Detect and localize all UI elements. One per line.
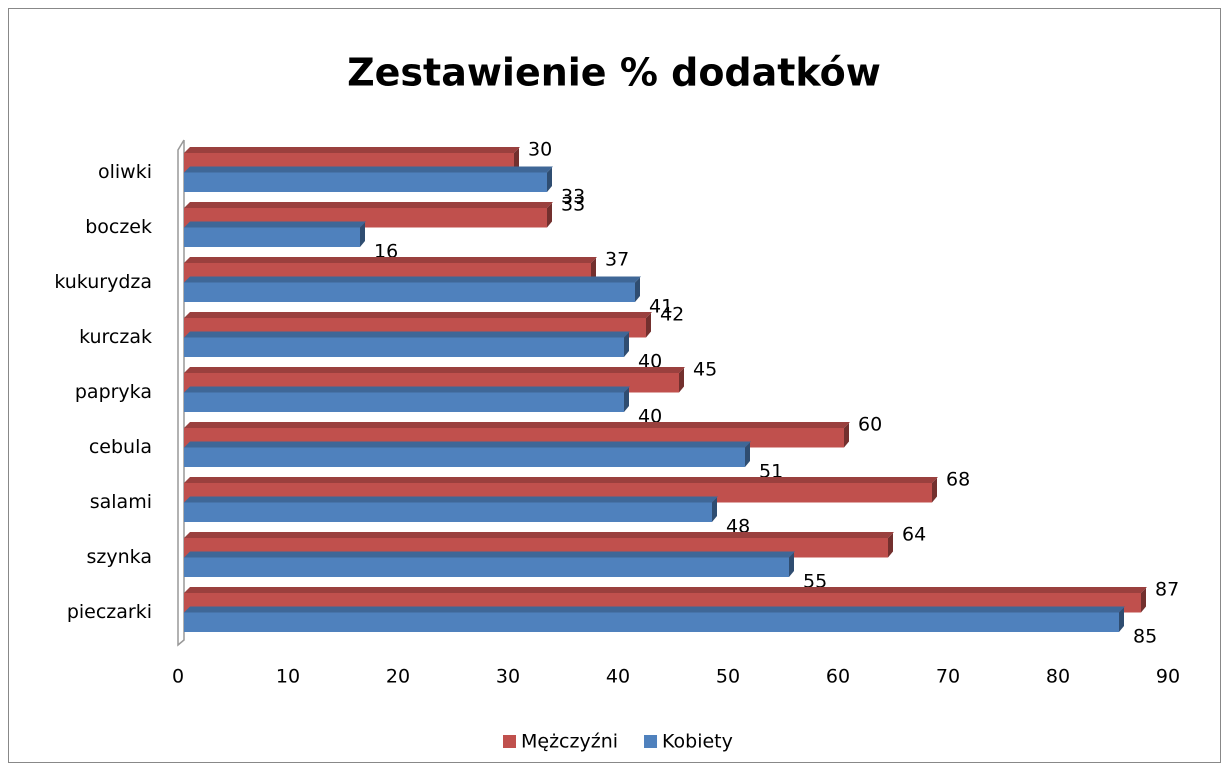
bar-side	[789, 552, 794, 577]
bar-top	[184, 532, 894, 538]
bar-side	[679, 368, 684, 393]
bar-top	[184, 422, 850, 428]
bar-top	[184, 331, 630, 338]
y-tick-label: salami	[90, 491, 152, 513]
bar-side	[1119, 607, 1124, 632]
bar	[184, 612, 1119, 632]
x-tick-label: 60	[826, 666, 850, 688]
y-tick-label: cebula	[89, 436, 152, 458]
bar	[184, 557, 789, 577]
bar-top	[184, 477, 938, 483]
x-tick-label: 90	[1156, 666, 1180, 688]
bar-top	[184, 202, 553, 208]
bar-side	[844, 423, 849, 448]
value-label: 41	[649, 296, 673, 318]
y-tick-label: boczek	[85, 216, 152, 238]
bar-side	[646, 313, 651, 338]
bar-side	[712, 497, 717, 522]
bar-top	[184, 441, 751, 448]
bar-top	[184, 312, 652, 318]
y-tick-label: pieczarki	[67, 601, 152, 623]
x-tick-label: 40	[606, 666, 630, 688]
bar-top	[184, 221, 366, 228]
bar-side	[888, 533, 893, 558]
bar-side	[360, 222, 365, 247]
value-label: 60	[858, 414, 882, 436]
bar-side	[624, 332, 629, 357]
value-label: 30	[528, 139, 552, 161]
bar-side	[745, 442, 750, 467]
bar-top	[184, 551, 795, 558]
x-tick-label: 30	[496, 666, 520, 688]
bar	[184, 337, 624, 357]
value-label: 42	[660, 304, 684, 326]
bar-top	[184, 147, 520, 153]
chart-title: Zestawienie % dodatków	[347, 51, 881, 95]
x-tick-label: 70	[936, 666, 960, 688]
y-tick-label: oliwki	[98, 161, 152, 183]
value-label: 37	[605, 249, 629, 271]
bar-side	[932, 478, 937, 503]
x-tick-label: 0	[172, 666, 184, 688]
value-label: 64	[902, 524, 926, 546]
x-tick-label: 80	[1046, 666, 1070, 688]
value-label: 68	[946, 469, 970, 491]
value-label: 85	[1133, 626, 1157, 648]
bar-side	[547, 203, 552, 228]
y-tick-label: kukurydza	[54, 271, 152, 293]
x-tick-label: 50	[716, 666, 740, 688]
bar-top	[184, 276, 641, 283]
y-tick-label: kurczak	[79, 326, 152, 348]
bar-top	[184, 257, 597, 263]
value-label: 87	[1155, 579, 1179, 601]
y-tick-label: papryka	[75, 381, 152, 403]
bar-top	[184, 386, 630, 393]
legend-swatch	[503, 735, 516, 748]
x-tick-label: 10	[276, 666, 300, 688]
legend-swatch	[644, 735, 658, 748]
bar-top	[184, 367, 685, 373]
value-label: 33	[561, 194, 585, 216]
bar-side	[635, 277, 640, 302]
axis-floor	[177, 639, 185, 646]
bar-side	[547, 167, 552, 192]
bar	[184, 447, 745, 467]
y-tick-label: szynka	[87, 546, 152, 568]
legend-label: Mężczyźni	[521, 731, 618, 753]
bar	[184, 227, 360, 247]
bar	[184, 392, 624, 412]
bar-top	[184, 496, 718, 503]
bar-top	[184, 606, 1125, 613]
bar-top	[184, 587, 1147, 593]
value-label: 45	[693, 359, 717, 381]
value-label: 33	[561, 186, 585, 208]
bar	[184, 502, 712, 522]
bar	[184, 172, 547, 192]
bar-side	[1141, 588, 1146, 613]
bar-side	[514, 148, 519, 173]
bar	[184, 282, 635, 302]
bar-side	[591, 258, 596, 283]
legend-label: Kobiety	[662, 731, 733, 753]
bar-top	[184, 166, 553, 173]
x-tick-label: 20	[386, 666, 410, 688]
bar-side	[624, 387, 629, 412]
